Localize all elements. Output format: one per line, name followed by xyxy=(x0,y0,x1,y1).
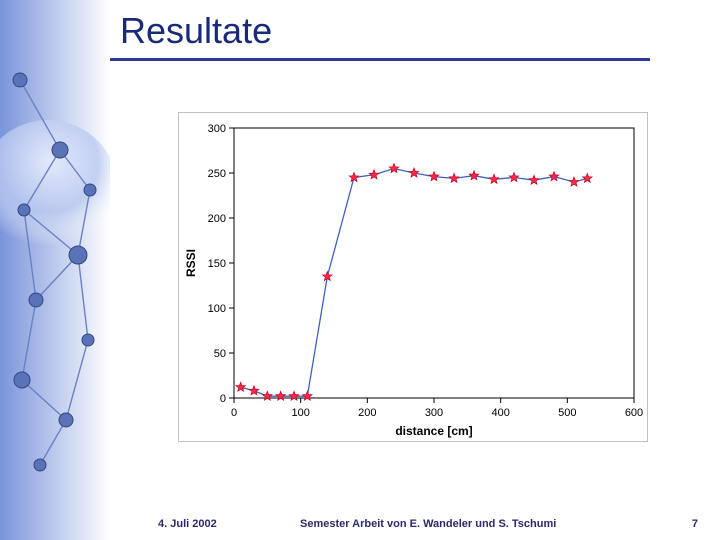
svg-text:200: 200 xyxy=(358,407,376,419)
svg-text:300: 300 xyxy=(208,123,226,135)
svg-text:200: 200 xyxy=(208,213,226,225)
svg-text:distance [cm]: distance [cm] xyxy=(395,424,472,438)
title-rule xyxy=(110,58,650,61)
chart-panel: 0 100 200 300 400 500 600 0 50 100 150 200 250 300 dis… xyxy=(178,112,648,442)
svg-text:RSSI: RSSI xyxy=(184,249,198,277)
svg-text:300: 300 xyxy=(425,407,443,419)
svg-text:600: 600 xyxy=(625,407,643,419)
svg-text:500: 500 xyxy=(558,407,576,419)
svg-text:100: 100 xyxy=(208,303,226,315)
slide-title: Resultate xyxy=(110,0,720,58)
svg-text:50: 50 xyxy=(214,348,226,360)
rssi-distance-chart: 0 100 200 300 400 500 600 0 50 100 150 200 250 300 dis… xyxy=(179,113,649,443)
svg-text:400: 400 xyxy=(491,407,509,419)
svg-text:100: 100 xyxy=(291,407,309,419)
svg-text:150: 150 xyxy=(208,258,226,270)
svg-text:0: 0 xyxy=(231,407,237,419)
background-decoration xyxy=(0,0,110,540)
svg-text:250: 250 xyxy=(208,168,226,180)
svg-text:0: 0 xyxy=(220,393,226,405)
